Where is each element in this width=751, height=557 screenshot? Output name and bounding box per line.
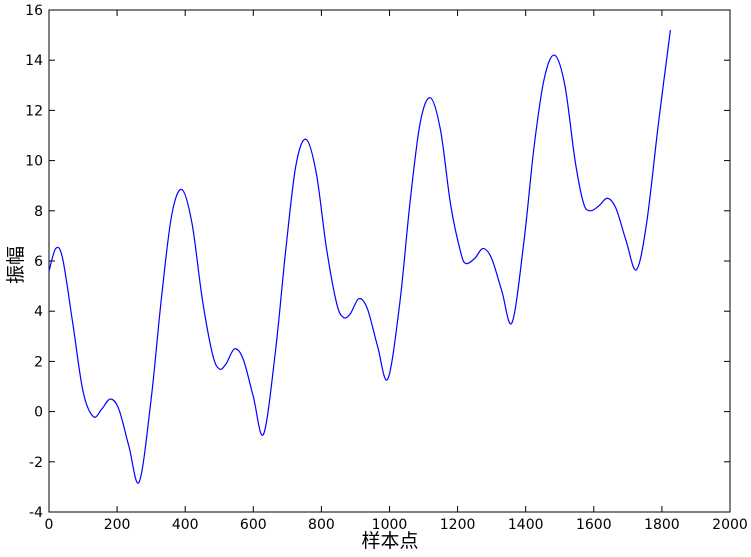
y-tick-label: -2: [29, 455, 43, 471]
y-tick-label: 0: [34, 405, 43, 421]
y-tick-label: 12: [25, 103, 43, 119]
plot-box: [48, 9, 731, 513]
x-tick-label: 0: [45, 517, 54, 533]
y-tick-label: 2: [34, 354, 43, 370]
y-tick-label: 10: [25, 154, 43, 170]
x-tick-label: 2000: [712, 517, 748, 533]
y-tick-label: 14: [25, 53, 43, 69]
y-tick-label: 6: [34, 254, 43, 270]
y-tick-label: 8: [34, 204, 43, 220]
y-axis-label: 振幅: [5, 246, 27, 284]
x-tick-label: 400: [172, 517, 199, 533]
x-tick-label: 1800: [644, 517, 680, 533]
y-tick-label: 16: [25, 3, 43, 19]
x-tick-label: 200: [104, 517, 131, 533]
x-tick-label: 800: [308, 517, 335, 533]
data-line: [48, 30, 672, 484]
y-tick-label: -4: [29, 505, 43, 521]
x-axis-label: 样本点: [361, 530, 418, 552]
y-tick-label: 4: [34, 304, 43, 320]
x-tick-label: 1200: [440, 517, 476, 533]
x-tick-label: 1000: [372, 517, 408, 533]
x-tick-label: 600: [240, 517, 267, 533]
x-tick-label: 1400: [508, 517, 544, 533]
x-tick-label: 1600: [576, 517, 612, 533]
